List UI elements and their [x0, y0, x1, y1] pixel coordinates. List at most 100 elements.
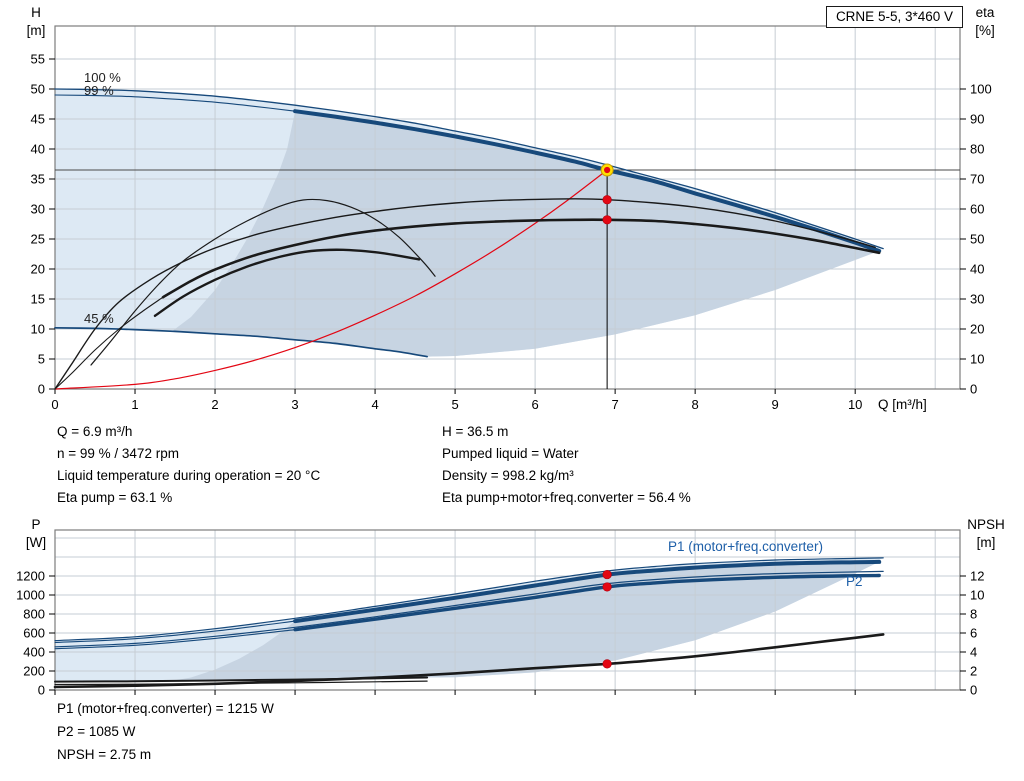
y-left-tick-label: 1200: [16, 569, 45, 584]
speed-45-label: 45 %: [84, 311, 114, 326]
curve-p1-100: [54, 557, 884, 642]
eta-total-dot[interactable]: [602, 215, 612, 225]
npsh-axis-title: NPSH [m]: [956, 516, 1016, 552]
y-right-tick-label: 60: [970, 202, 984, 217]
y-left-tick-label: 600: [23, 626, 45, 641]
info-p1: P1 (motor+freq.converter) = 1215 W: [57, 701, 274, 716]
region-envelope-dark: [171, 111, 880, 357]
curve-npsh: [53, 633, 885, 689]
x-tick-label: 2: [211, 397, 218, 412]
y-left-tick-label: 200: [23, 664, 45, 679]
y-left-tick-label: 55: [31, 52, 45, 67]
y-left-tick-label: 15: [31, 292, 45, 307]
eta-axis-title: eta [%]: [963, 4, 1007, 40]
curve-eta-pump: [54, 198, 876, 390]
curve-speed-45: [54, 326, 428, 358]
curve-speed-99-selected: [293, 109, 882, 253]
y-right-tick-label: 50: [970, 232, 984, 247]
y-right-tick-label: 10: [970, 588, 984, 603]
y-right-tick-label: 12: [970, 569, 984, 584]
plot-frame: [54, 529, 961, 691]
plot-frame: [54, 25, 961, 390]
y-right-tick-label: 10: [970, 352, 984, 367]
y-right-tick-label: 30: [970, 292, 984, 307]
npsh-dot[interactable]: [602, 659, 612, 669]
y-left-tick-label: 800: [23, 607, 45, 622]
region-envelope-dark: [171, 561, 880, 681]
eta-axis-name: eta: [975, 5, 995, 20]
x-tick-label: 7: [612, 397, 619, 412]
npsh-axis-name: NPSH: [967, 517, 1005, 532]
curve-p1-99-lead: [54, 620, 296, 644]
curve-eta-total: [161, 218, 881, 299]
y-right-tick-label: 100: [970, 82, 992, 97]
y-left-tick-label: 1000: [16, 588, 45, 603]
x-tick-label: 6: [531, 397, 538, 412]
curve-affinity-to-duty: [54, 169, 608, 390]
info-npsh: NPSH = 2.75 m: [57, 747, 152, 762]
curve-p2-100: [54, 570, 884, 648]
y-left-tick-label: 5: [38, 352, 45, 367]
h-axis-title: H [m]: [14, 4, 58, 40]
info-n: n = 99 % / 3472 rpm: [57, 446, 179, 461]
x-tick-label: 5: [451, 397, 458, 412]
h-axis-unit: [m]: [26, 23, 46, 38]
curve-p2-99-selected: [293, 573, 881, 632]
y-left-tick-label: 20: [31, 262, 45, 277]
p2-curve-label: P2: [846, 574, 863, 589]
y-right-tick-label: 6: [970, 626, 977, 641]
y-right-tick-label: 0: [970, 382, 977, 397]
y-right-tick-label: 0: [970, 683, 977, 698]
pump-title-box: CRNE 5-5, 3*460 V: [825, 6, 963, 28]
curve-eta-pump-45: [90, 198, 436, 366]
y-left-tick-label: 50: [31, 82, 45, 97]
info-eta-total: Eta pump+motor+freq.converter = 56.4 %: [442, 490, 691, 505]
y-right-tick-label: 8: [970, 607, 977, 622]
y-right-tick-label: 90: [970, 112, 984, 127]
p1-curve-label: P1 (motor+freq.converter): [668, 539, 823, 554]
info-eta-pump: Eta pump = 63.1 %: [57, 490, 173, 505]
info-h: H = 36.5 m: [442, 424, 509, 439]
npsh-axis-unit: [m]: [976, 535, 996, 550]
info-q: Q = 6.9 m³/h: [57, 424, 133, 439]
x-tick-label: 8: [692, 397, 699, 412]
curve-p1-99-selected: [293, 559, 882, 624]
duty-point[interactable]: [604, 166, 611, 174]
eta-axis-unit: [%]: [975, 23, 995, 38]
curve-p2-99-lead: [54, 629, 296, 650]
x-tick-label: 9: [772, 397, 779, 412]
curve-speed-100: [54, 88, 884, 250]
y-left-tick-label: 30: [31, 202, 45, 217]
y-left-tick-label: 0: [38, 683, 45, 698]
y-right-tick-label: 70: [970, 172, 984, 187]
x-tick-label: 3: [291, 397, 298, 412]
y-left-tick-label: 400: [23, 645, 45, 660]
y-right-tick-label: 80: [970, 142, 984, 157]
y-left-tick-label: 35: [31, 172, 45, 187]
speed-99-label: 99 %: [84, 83, 114, 98]
p2-dot[interactable]: [602, 582, 612, 592]
y-right-tick-label: 40: [970, 262, 984, 277]
info-liquid: Pumped liquid = Water: [442, 446, 579, 461]
info-density: Density = 998.2 kg/m³: [442, 468, 574, 483]
info-p2: P2 = 1085 W: [57, 724, 136, 739]
y-left-tick-label: 10: [31, 322, 45, 337]
p-axis-name: P: [31, 517, 41, 532]
p1-dot[interactable]: [602, 569, 612, 580]
q-axis-title: Q [m³/h]: [878, 397, 927, 412]
y-right-tick-label: 2: [970, 664, 977, 679]
qh-chart: 0510152025303540455055010203040506070809…: [31, 25, 992, 412]
eta-pump-dot[interactable]: [602, 195, 612, 205]
curve-speed-99-lead: [54, 94, 296, 112]
curve-eta-total-45: [153, 248, 421, 317]
y-right-tick-label: 4: [970, 645, 977, 660]
info-temp: Liquid temperature during operation = 20…: [57, 468, 321, 483]
p-axis-title: P [W]: [14, 516, 58, 552]
x-tick-label: 10: [848, 397, 862, 412]
y-right-tick-label: 20: [970, 322, 984, 337]
power-npsh-chart: 0 200 400 600 800 1000 1200 0 2 4 6 8 10 12: [16, 529, 984, 698]
speed-100-label: 100 %: [84, 70, 121, 85]
x-tick-label: 4: [371, 397, 378, 412]
h-axis-name: H: [31, 5, 41, 20]
